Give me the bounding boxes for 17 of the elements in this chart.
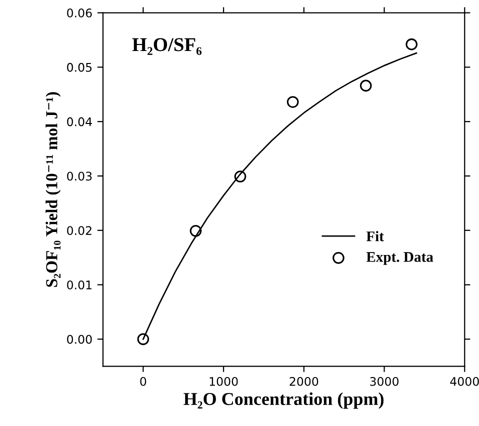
x-tick-label: 1000	[210, 376, 238, 386]
y-axis-title: S₂OF₁₀ Yield (10⁻¹¹ mol J⁻¹)	[46, 92, 61, 287]
text: H₂O/SF₆	[132, 38, 202, 56]
y-tick-label: 0.01	[67, 280, 92, 290]
y-tick-label: 0.03	[67, 172, 92, 181]
legend-label: Expt. Data	[366, 252, 434, 265]
x-tick-label: 0	[140, 376, 146, 386]
x-tick-label: 4000	[450, 376, 479, 386]
legend-label: Fit	[366, 231, 384, 242]
y-tick-label: 0.02	[67, 226, 92, 236]
y-tick-label: 0.04	[67, 117, 92, 126]
x-tick-label: 3000	[370, 376, 398, 386]
x-tick-label: 2000	[290, 376, 318, 386]
x-axis-title: H₂O Concentration (ppm)	[184, 392, 384, 409]
y-tick-label: 0.06	[67, 8, 92, 18]
y-tick-label: 0.05	[67, 62, 92, 72]
y-tick-label: 0.00	[67, 334, 92, 344]
